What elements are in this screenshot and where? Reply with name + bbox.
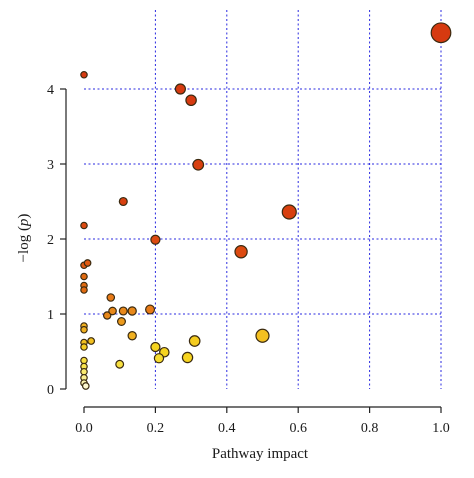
y-tick-label: 3 [47,158,54,173]
data-point [281,204,297,220]
data-point [181,351,194,364]
data-point [255,328,270,343]
data-point [80,325,88,334]
data-point [80,343,88,351]
x-axis-label: Pathway impact [212,446,309,462]
tick-labels: 0.0 0.2 0.4 0.6 0.8 1.0 0 1 2 3 4 [47,83,450,436]
data-point [118,196,128,207]
y-axis-label-main: −log ( [16,226,32,262]
data-point [234,245,248,259]
data-point [188,335,201,347]
x-tick-label: 0.8 [361,421,379,436]
data-point [102,311,112,320]
data-point [80,221,88,230]
y-axis-label-var: p [16,218,32,227]
x-tick-label: 0.6 [289,421,307,436]
data-point [80,272,88,281]
data-point [127,331,137,341]
y-tick-label: 2 [47,233,54,248]
data-point [81,382,90,390]
data-point [87,337,96,345]
data-point [116,317,126,326]
axes [60,88,442,413]
data-point [118,306,128,316]
data-point [430,22,452,44]
x-tick-label: 1.0 [432,421,450,436]
data-point [192,158,205,171]
y-tick-label: 4 [47,83,54,98]
x-tick-label: 0.0 [75,421,93,436]
x-tick-label: 0.2 [147,421,165,436]
data-point [108,306,117,316]
data-point [80,286,88,294]
y-axis-label: −log (p) [16,214,32,263]
y-tick-label: 1 [47,308,54,323]
data-point [150,234,161,245]
data-point [150,341,161,353]
y-tick-label: 0 [47,383,54,398]
data-point [174,83,186,95]
data-point [83,259,92,267]
data-point [145,304,156,315]
data-point [106,293,116,302]
data-point [127,306,137,316]
y-axis-label-close: ) [16,214,32,219]
x-tick-label: 0.4 [218,421,236,436]
data-point [80,70,88,79]
data-point [115,359,125,369]
data-point [185,94,197,107]
data-point [153,353,165,364]
data-points [80,22,452,390]
grid-lines [84,10,442,389]
